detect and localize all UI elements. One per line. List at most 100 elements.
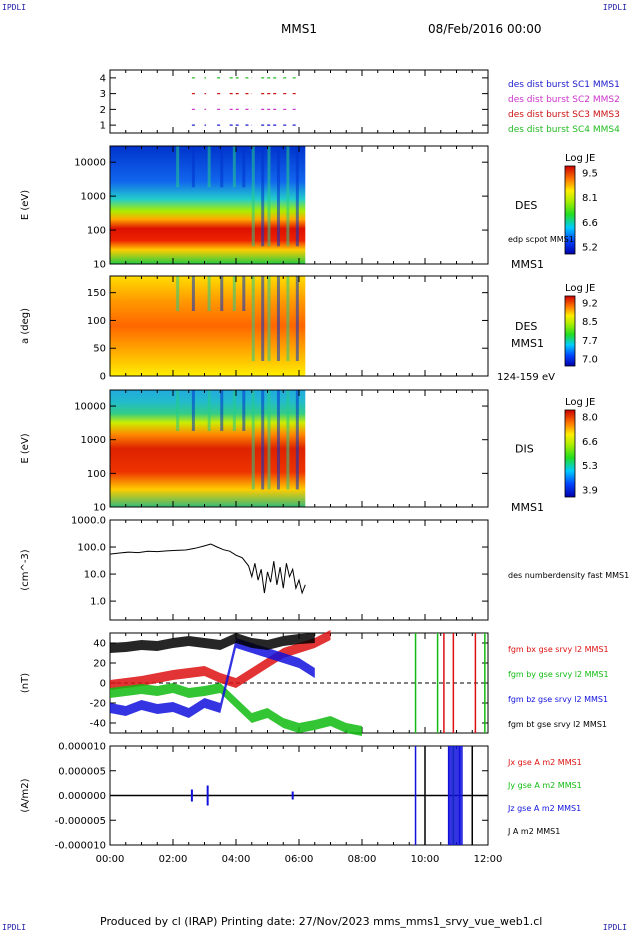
spectrogram-streak — [267, 276, 271, 361]
logo-top-right: IPDLI — [602, 3, 627, 12]
colorbar-tick-label: 8.5 — [582, 317, 598, 328]
des-energy-panel: 10 100 1000 10000 E (eV) DES MMS1 Log JE 9.5 8.1 6… — [20, 145, 598, 271]
instrument-label: DES — [515, 320, 537, 333]
panel-frame — [109, 519, 489, 621]
density-line — [109, 543, 306, 595]
spectrogram-streak — [295, 390, 299, 490]
footer-credit: Produced by cl (IRAP) Printing date: 27/… — [100, 915, 543, 928]
des-pitch-angle-panel: 0 50 100 150 a (deg) DES MMS1 Log JE 9.2 8.5 7.7 7.… — [20, 275, 598, 383]
y-tick-label: 100 — [87, 469, 106, 480]
spectrogram-streak — [232, 146, 236, 188]
series-label: Jy gse A m2 MMS1 — [507, 781, 582, 790]
series-label: fgm bx gse srvy l2 MMS1 — [508, 645, 609, 654]
y-tick-label: 1 — [100, 121, 106, 132]
spectrogram-streak — [191, 146, 195, 188]
burst-availability-panel: 1 2 3 4 des dist burst SC1 MMS1 des dist burs… — [100, 69, 620, 135]
time-tick-label: 00:00 — [96, 854, 125, 865]
colorbar-title: Log JE — [565, 153, 595, 164]
y-tick-label: 10000 — [74, 402, 106, 413]
y-tick-label: 0.000000 — [58, 791, 106, 802]
y-tick-label: 10 — [93, 503, 106, 514]
spectrogram-streak — [220, 276, 224, 311]
time-tick-label: 02:00 — [159, 854, 188, 865]
dis-energy-panel: 10 100 1000 10000 E (eV) DIS MMS1 Log JE 8.0 6.6 5… — [20, 389, 598, 514]
spectrogram-streak — [286, 276, 290, 361]
series-label: fgm bt gse srvy l2 MMS1 — [508, 720, 607, 729]
colorbar-tick-label: 9.2 — [582, 299, 598, 310]
spectrogram-streak — [251, 146, 255, 247]
date-title: 08/Feb/2016 00:00 — [428, 22, 542, 36]
series-label: Jz gse A m2 MMS1 — [507, 804, 581, 813]
spectrogram-streak — [242, 146, 246, 188]
spectrogram-streak — [267, 146, 271, 247]
current-block — [448, 746, 463, 845]
series-label: des numberdensity fast MMS1 — [508, 571, 629, 580]
spectrogram-streak — [251, 276, 255, 361]
spectrogram-streak — [191, 390, 195, 431]
spectrogram-streak — [176, 276, 180, 311]
spectrogram-streak — [242, 390, 246, 431]
spectrogram-streak — [207, 146, 211, 188]
time-tick-label: 06:00 — [285, 854, 314, 865]
y-tick-label: 0 — [100, 679, 106, 690]
y-tick-label: 50 — [93, 344, 106, 355]
spectrogram-streak — [261, 146, 265, 247]
colorbar-tick-label: 5.3 — [582, 461, 598, 472]
mission-label: MMS1 — [511, 337, 544, 350]
time-tick-label: 10:00 — [411, 854, 440, 865]
y-axis-label: (cm^-3) — [20, 549, 31, 590]
y-tick-label: -20 — [90, 699, 106, 710]
spectrogram-streak — [276, 146, 280, 247]
y-tick-label: -40 — [90, 719, 106, 730]
colorbar-tick-label: 6.6 — [582, 218, 598, 229]
colorbar-title: Log JE — [565, 283, 595, 294]
spectrogram-streak — [176, 146, 180, 188]
spectrogram-streak — [286, 390, 290, 490]
colorbar-tick-label: 7.7 — [582, 336, 598, 347]
spectrogram-streak — [207, 276, 211, 311]
colorbar-tick-label: 8.1 — [582, 193, 598, 204]
spectrogram-streak — [207, 390, 211, 431]
legend-entry: des dist burst SC1 MMS1 — [508, 80, 620, 90]
y-axis-label: E (eV) — [20, 190, 31, 220]
colorbar — [564, 409, 576, 498]
time-tick-label: 04:00 — [222, 854, 251, 865]
colorbar-tick-label: 5.2 — [582, 243, 598, 254]
spectrogram-streak — [286, 146, 290, 247]
y-tick-label: 1000 — [81, 435, 106, 446]
y-tick-label: 1000.0 — [71, 516, 106, 527]
time-tick-label: 08:00 — [348, 854, 377, 865]
y-tick-label: 150 — [87, 288, 106, 299]
y-tick-label: 100 — [87, 316, 106, 327]
y-axis-label: E (eV) — [20, 433, 31, 463]
spectrogram-streak — [295, 146, 299, 247]
spectrogram-streak — [276, 276, 280, 361]
y-axis-label: a (deg) — [20, 308, 31, 344]
mission-label: MMS1 — [511, 258, 544, 271]
field-band — [110, 630, 331, 690]
y-tick-label: 1.0 — [90, 597, 106, 608]
density-panel: 1000.0 100.0 10.0 1.0 (cm^-3) des numberdensi… — [20, 516, 629, 621]
logo-top-left: IPDLI — [2, 3, 27, 12]
y-tick-label: 4 — [100, 73, 106, 84]
time-axis: 00:00 02:00 04:00 06:00 08:00 10:00 12:00 — [96, 854, 503, 865]
y-tick-label: 100 — [87, 226, 106, 237]
instrument-label: DES — [515, 199, 537, 212]
spectrogram-streak — [242, 276, 246, 311]
logo-bottom-left: IPDLI — [2, 923, 27, 932]
y-axis-label: (A/m2) — [20, 778, 31, 812]
y-tick-label: 10000 — [74, 158, 106, 169]
current-density-panel: 0.000010 0.000005 0.000000 -0.000005 -0.0000… — [20, 742, 582, 852]
spectrogram-streak — [267, 390, 271, 490]
colorbar-title: Log JE — [565, 397, 595, 408]
y-tick-label: -0.000010 — [55, 841, 106, 852]
spectrogram-streak — [232, 390, 236, 431]
spectrogram-streak — [276, 390, 280, 490]
y-tick-label: 2 — [100, 105, 106, 116]
colorbar-tick-label: 6.6 — [582, 437, 598, 448]
y-tick-label: 10 — [93, 260, 106, 271]
series-label: J A m2 MMS1 — [507, 827, 560, 836]
overlay-label: edp scpot MMS1 — [508, 235, 574, 244]
colorbar-tick-label: 9.5 — [582, 169, 598, 180]
